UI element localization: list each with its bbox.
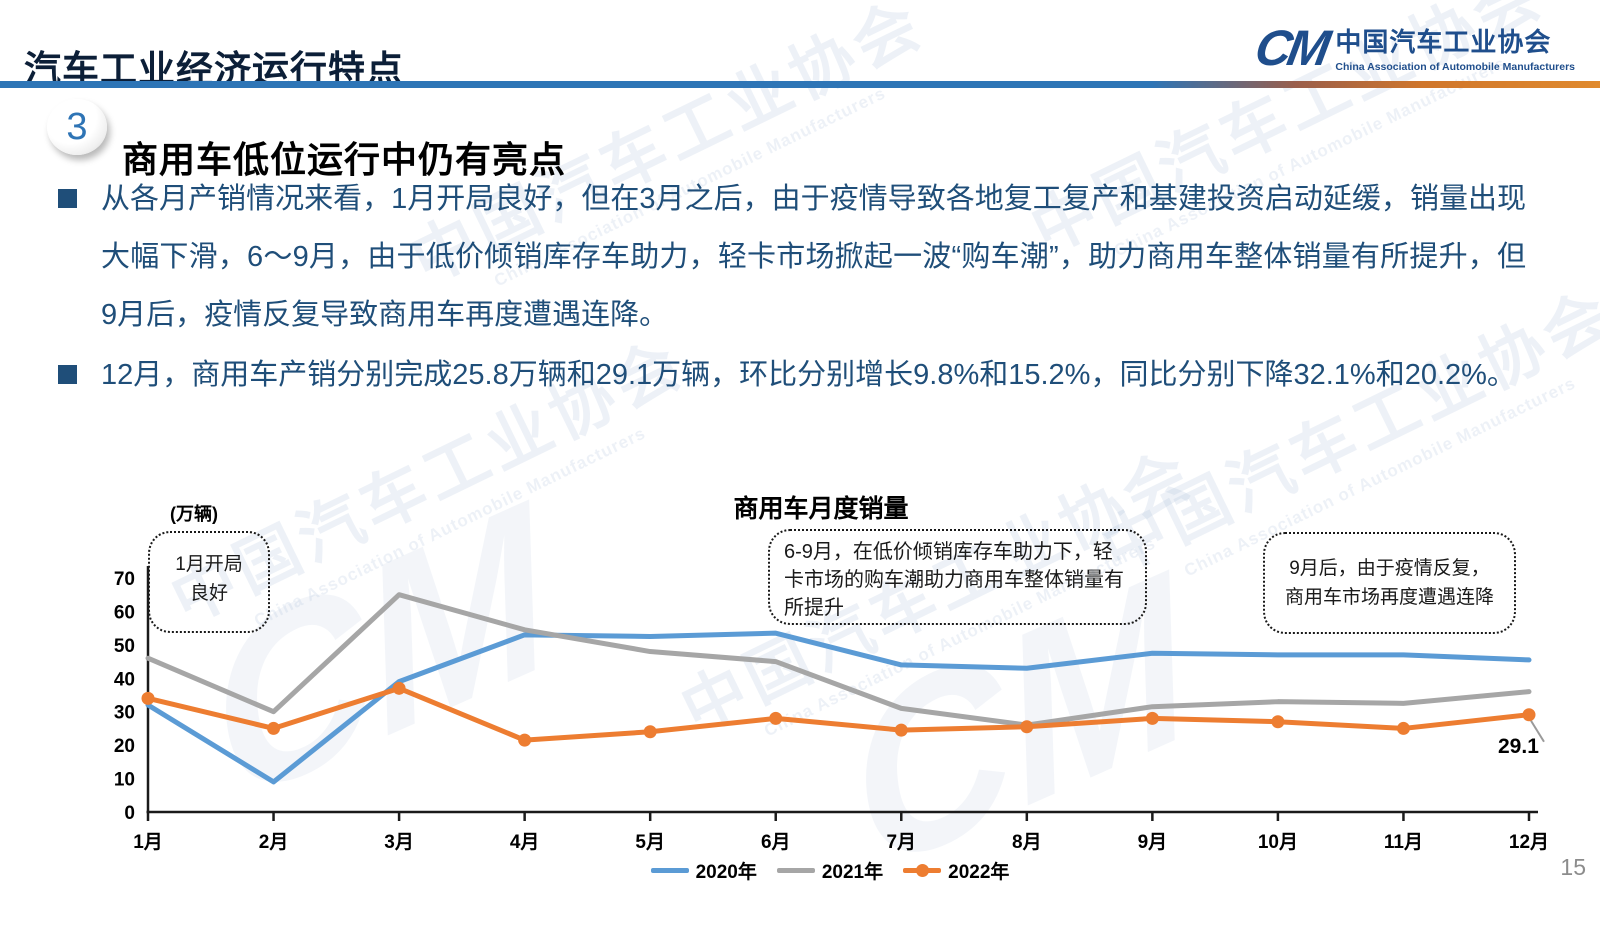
bullet-list: 从各月产销情况来看，1月开局良好，但在3月之后，由于疫情导致各地复工复产和基建投… (58, 170, 1526, 404)
x-tick-label: 6月 (761, 832, 791, 853)
series-marker (267, 721, 281, 735)
series-marker (1020, 720, 1034, 734)
section-heading: 商用车低位运行中仍有亮点 (122, 138, 567, 180)
y-tick-label: 50 (114, 636, 135, 657)
series-marker (392, 681, 406, 695)
y-tick-label: 70 (114, 569, 135, 590)
legend-item-2022: 2022年 (903, 857, 1009, 884)
chart-legend: 2020年 2021年 2022年 (0, 857, 1600, 884)
bullet-square-icon (58, 189, 77, 208)
y-tick-label: 30 (114, 703, 135, 724)
x-tick-label: 10月 (1258, 832, 1298, 853)
y-tick-label: 40 (114, 669, 135, 690)
y-tick-label: 20 (114, 736, 135, 757)
series-line-2022年 (145, 685, 1532, 743)
bullet-text: 12月，商用车产销分别完成25.8万辆和29.1万辆，环比分别增长9.8%和15… (101, 359, 1516, 391)
series-line-2020年 (145, 630, 1532, 785)
y-tick-label: 60 (114, 602, 135, 623)
legend-marker-dot-icon (916, 864, 930, 877)
series-marker (518, 733, 532, 747)
series-marker (769, 711, 783, 725)
annotation-january: 1月开局 良好 (148, 531, 270, 633)
series-marker (643, 725, 657, 739)
x-tick-label: 12月 (1509, 832, 1549, 853)
x-tick-label: 7月 (886, 832, 916, 853)
series-marker (1271, 715, 1285, 729)
watermark-logo-glyph: CM (188, 451, 570, 854)
x-tick-label: 5月 (635, 832, 665, 853)
x-tick-label: 3月 (384, 832, 414, 853)
y-axis-unit-label: (万辆) (170, 504, 218, 524)
bullet-text: 从各月产销情况来看，1月开局良好，但在3月之后，由于疫情导致各地复工复产和基建投… (101, 183, 1526, 331)
section-number-badge: 3 (47, 99, 107, 155)
x-tick-label: 2月 (259, 832, 289, 853)
legend-item-2020: 2020年 (650, 857, 757, 884)
x-tick-label: 4月 (510, 832, 540, 853)
x-tick-label: 1月 (133, 832, 163, 853)
section-number: 3 (66, 105, 88, 148)
x-tick-label: 8月 (1012, 832, 1042, 853)
bullet-item: 从各月产销情况来看，1月开局良好，但在3月之后，由于疫情导致各地复工复产和基建投… (58, 170, 1526, 344)
legend-item-2021: 2021年 (776, 857, 883, 884)
page-number: 15 (1560, 854, 1586, 880)
bullet-square-icon (58, 365, 77, 384)
series-marker (1522, 708, 1536, 722)
legend-line-icon (903, 864, 942, 877)
chart-title: 商用车月度销量 (733, 495, 909, 523)
divider-line (0, 81, 1600, 88)
y-tick-label: 0 (124, 803, 135, 824)
series-marker (141, 691, 155, 705)
caam-logo-mark-icon: CM (1250, 19, 1331, 76)
data-label-december-2022: 29.1 (1498, 735, 1539, 758)
annotation-june-september: 6-9月，在低价倾销库存车助力下，轻卡市场的购车潮助力商用车整体销量有所提升 (768, 529, 1147, 625)
series-marker (1145, 711, 1159, 725)
y-tick-label: 10 (114, 770, 135, 791)
legend-line-icon (776, 868, 815, 873)
x-tick-label: 9月 (1138, 832, 1168, 853)
annotation-after-september: 9月后，由于疫情反复， 商用车市场再度遭遇连降 (1263, 532, 1516, 634)
series-marker (1396, 721, 1410, 735)
caam-logo-name-zh: 中国汽车工业协会 (1335, 27, 1552, 57)
caam-logo: CM 中国汽车工业协会 China Association of Automob… (1251, 20, 1575, 76)
x-tick-label: 11月 (1384, 832, 1423, 853)
bullet-item: 12月，商用车产销分别完成25.8万辆和29.1万辆，环比分别增长9.8%和15… (58, 346, 1526, 404)
caam-logo-name-en: China Association of Automobile Manufact… (1335, 61, 1575, 73)
series-marker (894, 723, 908, 737)
legend-line-icon (650, 868, 689, 873)
